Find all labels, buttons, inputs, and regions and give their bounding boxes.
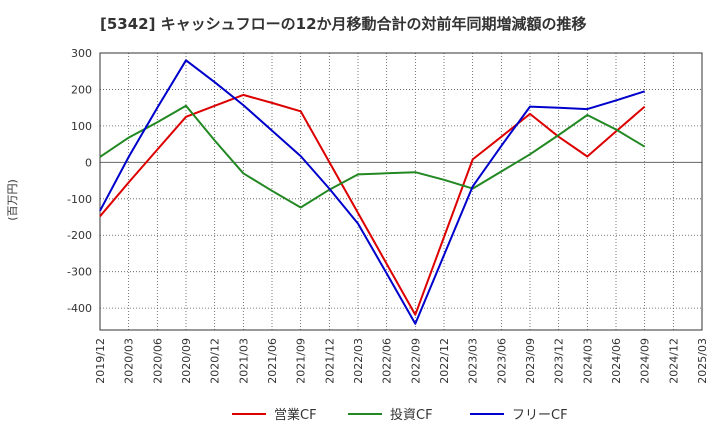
legend: 営業CF 投資CF フリーCF bbox=[232, 407, 568, 423]
x-tick-label: 2025/03 bbox=[696, 338, 709, 384]
y-tick-label: -200 bbox=[67, 229, 92, 242]
y-tick-label: -300 bbox=[67, 266, 92, 279]
series-line-1 bbox=[99, 93, 646, 316]
x-tick-label: 2021/09 bbox=[295, 338, 308, 384]
plot-frame bbox=[99, 52, 703, 331]
x-tick-label: 2021/06 bbox=[266, 338, 279, 384]
y-tick-label: 0 bbox=[85, 156, 92, 169]
y-tick-label: -400 bbox=[67, 302, 92, 315]
y-tick-label: 100 bbox=[71, 120, 92, 133]
x-tick-label: 2023/09 bbox=[524, 338, 537, 384]
series-line-2 bbox=[99, 104, 646, 209]
x-tick-label: 2023/03 bbox=[467, 338, 480, 384]
legend-label: 営業CF bbox=[274, 407, 317, 423]
y-tick-label: 200 bbox=[71, 83, 92, 96]
x-tick-label: 2019/12 bbox=[94, 338, 107, 384]
legend-label: 投資CF bbox=[390, 407, 433, 423]
x-tick-label: 2024/06 bbox=[610, 338, 623, 384]
x-tick-label: 2023/12 bbox=[553, 338, 566, 384]
x-tick-label: 2021/03 bbox=[237, 338, 250, 384]
y-tick-label: 300 bbox=[71, 47, 92, 60]
x-tick-label: 2024/03 bbox=[581, 338, 594, 384]
x-tick-label: 2024/09 bbox=[639, 338, 652, 384]
chart-title: [5342] キャッシュフローの12か月移動合計の対前年同期増減額の推移 bbox=[100, 15, 587, 33]
y-axis-label: (百万円) bbox=[6, 179, 19, 221]
y-tick-label: -100 bbox=[67, 193, 92, 206]
series-layer bbox=[99, 59, 646, 325]
x-tick-label: 2022/06 bbox=[381, 338, 394, 384]
plot-area bbox=[100, 53, 702, 330]
x-tick-label: 2022/03 bbox=[352, 338, 365, 384]
axis-layer: 300 200 100 0 -100 -200 -300 -400 2019/12 2020/03… bbox=[67, 47, 709, 384]
legend-label: フリーCF bbox=[512, 408, 568, 423]
x-tick-label: 2020/12 bbox=[209, 338, 222, 384]
x-tick-label: 2024/12 bbox=[667, 338, 680, 384]
x-tick-label: 2022/09 bbox=[409, 338, 422, 384]
x-tick-label: 2021/12 bbox=[323, 338, 336, 384]
x-tick-label: 2020/09 bbox=[180, 338, 193, 384]
series-line-3 bbox=[99, 59, 646, 325]
x-tick-label: 2020/03 bbox=[123, 338, 136, 384]
x-tick-label: 2022/12 bbox=[438, 338, 451, 384]
x-tick-label: 2023/06 bbox=[495, 338, 508, 384]
x-tick-label: 2020/06 bbox=[151, 338, 164, 384]
